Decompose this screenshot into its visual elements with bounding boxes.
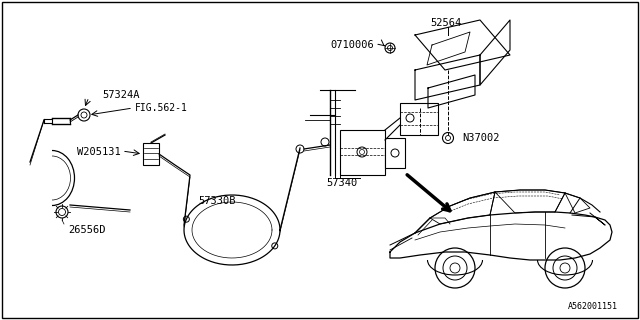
- Text: N37002: N37002: [462, 133, 499, 143]
- Text: 52564: 52564: [430, 18, 461, 28]
- Bar: [143, 143, 159, 165]
- Text: 57330B: 57330B: [198, 196, 236, 206]
- Bar: [340, 130, 385, 175]
- Text: W205131: W205131: [77, 147, 121, 157]
- Bar: [385, 138, 405, 168]
- Text: 0710006: 0710006: [330, 40, 374, 50]
- Text: 57340: 57340: [326, 178, 357, 188]
- Text: A562001151: A562001151: [568, 302, 618, 311]
- Text: FIG.562-1: FIG.562-1: [135, 103, 188, 113]
- Text: 57324A: 57324A: [102, 90, 140, 100]
- Bar: [400, 103, 438, 135]
- Text: 26556D: 26556D: [68, 225, 106, 235]
